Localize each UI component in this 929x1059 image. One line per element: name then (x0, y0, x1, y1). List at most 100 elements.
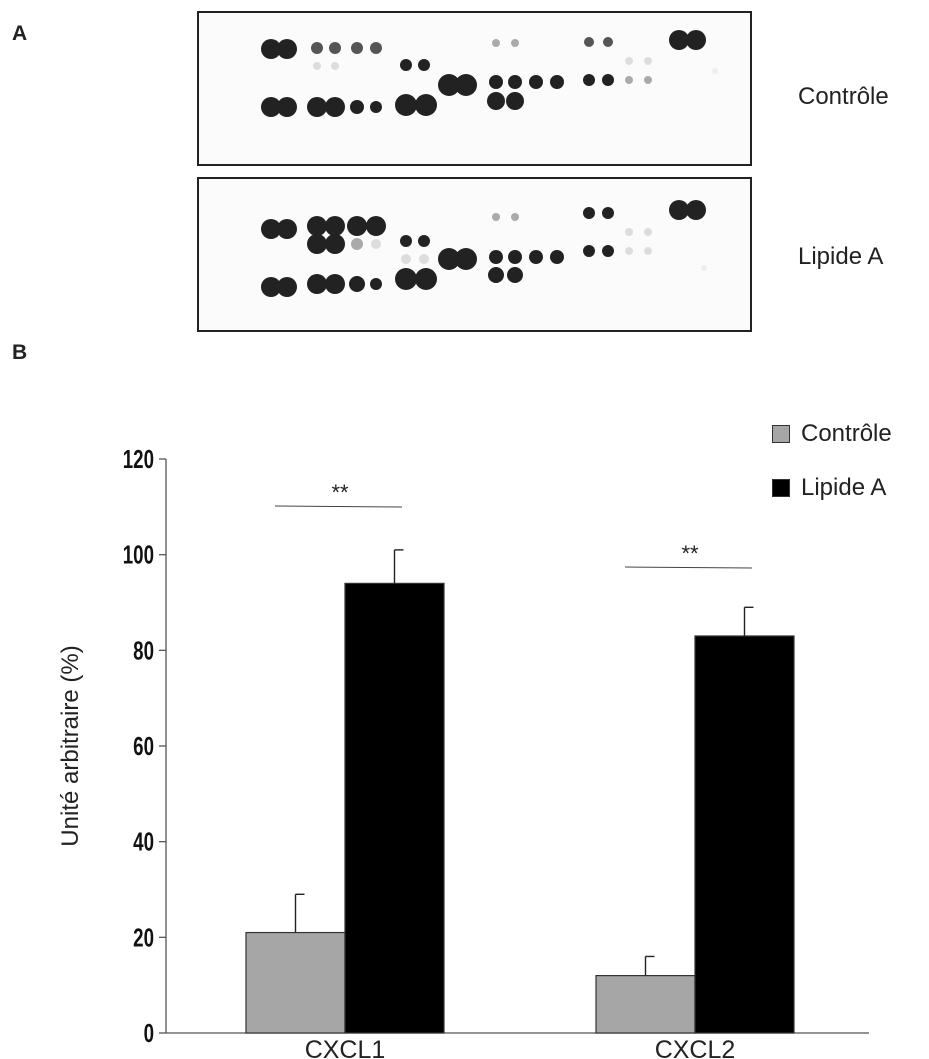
blot-spot (277, 219, 297, 239)
blot-spot (489, 75, 503, 89)
legend-swatch-lipid-a (772, 479, 790, 497)
blot-spot (277, 97, 297, 117)
blot-spot (584, 37, 594, 47)
blot-spot (644, 247, 652, 255)
bar-control-cxcl1 (245, 931, 346, 1034)
bar-control-cxcl2 (595, 974, 696, 1034)
blot-spot (415, 94, 437, 116)
blot-spot (492, 39, 500, 47)
blot-spot (625, 247, 633, 255)
blot-spot (307, 274, 327, 294)
blot-spot (401, 254, 411, 264)
blot-spot (415, 268, 437, 290)
blot-spot (261, 97, 281, 117)
blot-spot (347, 216, 367, 236)
blot-spot (602, 74, 614, 86)
significance-marker: ** (331, 480, 349, 505)
legend-label-lipid-a: Lipide A (801, 474, 887, 501)
legend-item-control: Contrôle (772, 420, 892, 448)
significance-marker: ** (681, 541, 699, 566)
blot-spot (311, 42, 323, 54)
blot-spot (325, 234, 345, 254)
blot-spot (277, 277, 297, 297)
blot-spot (686, 30, 706, 50)
blot-spot (366, 216, 386, 236)
blot-spot (511, 39, 519, 47)
blot-spot (644, 228, 652, 236)
legend-item-lipid-a: Lipide A (772, 474, 886, 502)
y-axis-title: Unité arbitraire (%) (57, 645, 84, 846)
blot-spot (701, 265, 707, 271)
blot-spot (508, 75, 522, 89)
blot-spot (583, 245, 595, 257)
blot-control-label: Contrôle (798, 83, 889, 110)
blot-spot (313, 62, 321, 70)
blot-spot (307, 216, 327, 236)
blot-spot (438, 248, 460, 270)
blot-spot (506, 92, 524, 110)
blot-spot (487, 92, 505, 110)
y-tick-label: 100 (123, 540, 154, 570)
blot-spot (625, 228, 633, 236)
significance-line (274, 505, 403, 508)
significance-line (624, 566, 753, 569)
blot-spot (492, 213, 500, 221)
blot-spot (712, 68, 718, 74)
bar-lipid-a-cxcl1 (344, 582, 445, 1034)
blot-spot (400, 235, 412, 247)
y-tick-label: 0 (144, 1018, 154, 1048)
y-tick-label: 80 (133, 635, 154, 665)
blot-spot (489, 250, 503, 264)
x-tick-label: CXCL1 (305, 1036, 386, 1059)
blot-spot (370, 101, 382, 113)
panel-a-label: A (12, 22, 28, 45)
blot-spot (625, 57, 633, 65)
blot-spot (261, 277, 281, 297)
blot-spot (550, 75, 564, 89)
blot-spot (329, 42, 341, 54)
blot-spot (418, 235, 430, 247)
blot-lipid-a (197, 177, 752, 332)
legend-swatch-control (772, 425, 790, 443)
blot-spot (419, 254, 429, 264)
blot-lipid-a-label: Lipide A (798, 243, 884, 270)
blot-spot (331, 62, 339, 70)
blot-spot (351, 238, 363, 250)
x-tick-label: CXCL2 (655, 1036, 736, 1059)
blot-spot (351, 42, 363, 54)
blot-spot (625, 76, 633, 84)
bar-lipid-a-cxcl2 (694, 635, 795, 1034)
y-tick-label: 60 (133, 731, 154, 761)
blot-spot (261, 39, 281, 59)
blot-control (197, 11, 752, 166)
y-tick-label: 20 (133, 922, 154, 952)
panel-b-label: B (12, 341, 28, 364)
blot-spot (395, 268, 417, 290)
blot-spot (529, 75, 543, 89)
blot-spot (583, 74, 595, 86)
blot-spot (325, 97, 345, 117)
blot-spot (488, 267, 504, 283)
blot-spot (307, 97, 327, 117)
blot-spot (508, 250, 522, 264)
blot-spot (400, 59, 412, 71)
legend-label-control: Contrôle (801, 420, 892, 447)
blot-spot (550, 250, 564, 264)
blot-spot (325, 274, 345, 294)
blot-spot (669, 30, 689, 50)
blot-spot (438, 74, 460, 96)
blot-spot (261, 219, 281, 239)
blot-spot (455, 74, 477, 96)
blot-spot (325, 216, 345, 236)
blot-spot (370, 42, 382, 54)
blot-control-spots (261, 30, 718, 117)
blot-spot (277, 39, 297, 59)
blot-spot (529, 250, 543, 264)
bar-chart: 0 20 40 60 80 100 120 Unité arbitraire (%) CXCL1… (57, 444, 869, 1059)
blot-spot (371, 239, 381, 249)
blot-spot (669, 200, 689, 220)
blot-spot (686, 200, 706, 220)
blot-spot (583, 207, 595, 219)
blot-spot (349, 276, 365, 292)
blot-spot (350, 100, 364, 114)
